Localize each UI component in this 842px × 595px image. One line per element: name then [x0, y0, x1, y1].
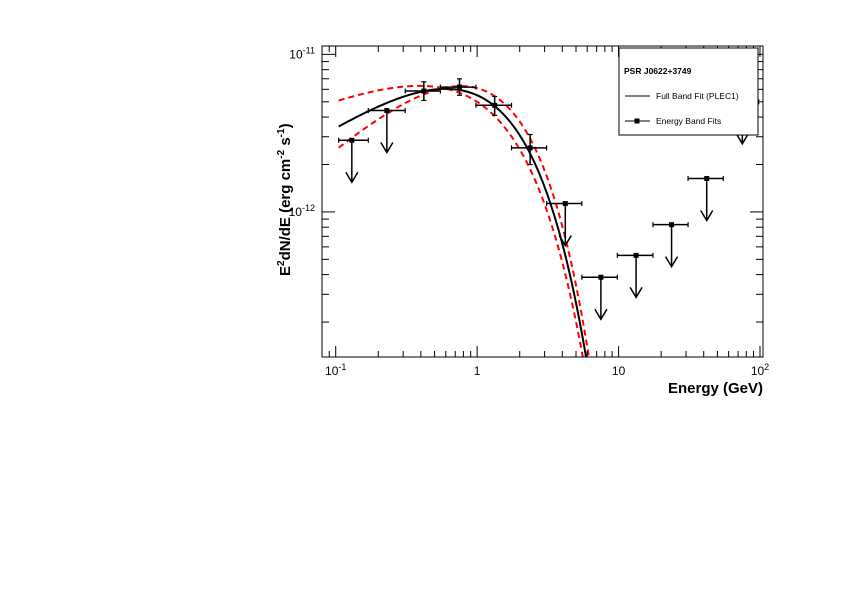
y-tick-label: 10-11: [289, 45, 315, 61]
legend: PSR J0622+3749 Full Band Fit (PLEC1) Ene…: [618, 47, 759, 136]
y-label-sup-2: -2: [276, 149, 287, 158]
upper-limit-point: [581, 274, 618, 321]
y-label-part-4: ): [277, 123, 294, 128]
data-point: [475, 95, 513, 116]
legend-square-marker: [634, 118, 640, 124]
upper-limit-arrow-head: [700, 210, 714, 222]
model-upper-bound-curve: [338, 85, 590, 357]
upper-limit-arrow-head: [594, 308, 608, 321]
square-marker: [421, 88, 427, 94]
upper-limit-arrow-head: [629, 286, 643, 299]
y-label-part-2: dN/dE (erg cm: [277, 159, 294, 261]
upper-limit-point: [652, 222, 689, 269]
axis-ticks: [321, 46, 763, 357]
x-tick-label: 102: [751, 362, 769, 378]
energy-band-points: [338, 78, 760, 321]
upper-limit-arrow-head: [735, 133, 749, 146]
upper-limit-arrow-head: [380, 142, 394, 154]
y-label-part-1: E: [277, 266, 294, 276]
legend-entry-energy-bands: Energy Band Fits: [656, 116, 721, 126]
upper-limit-point: [546, 201, 583, 248]
square-marker: [349, 137, 355, 143]
upper-limit-arrow-head: [664, 256, 679, 269]
square-marker: [598, 274, 604, 280]
y-label-sup-1: 2: [276, 260, 287, 266]
upper-limit-arrow-head: [345, 171, 359, 184]
legend-entry-full-band: Full Band Fit (PLEC1): [656, 91, 739, 101]
square-marker: [669, 222, 675, 228]
upper-limit-point: [616, 252, 654, 299]
square-marker: [562, 201, 568, 207]
y-label-part-3: s: [277, 137, 294, 150]
model-lower-bound-curve: [338, 84, 584, 357]
model-curves: [338, 84, 590, 357]
upper-limit-point: [338, 137, 369, 184]
square-marker: [704, 175, 710, 181]
x-tick-label: 1: [474, 364, 481, 378]
upper-limit-point: [367, 108, 406, 154]
data-point: [510, 133, 548, 166]
square-marker: [456, 84, 462, 90]
square-marker: [384, 108, 390, 114]
legend-title: PSR J0622+3749: [624, 66, 692, 76]
y-tick-label: 10-12: [289, 203, 315, 219]
data-point: [404, 81, 442, 102]
data-point: [439, 78, 477, 96]
y-label-sup-3: -1: [276, 128, 287, 137]
model-best-fit-curve: [338, 87, 588, 357]
square-marker: [633, 252, 639, 258]
x-axis-label: Energy (GeV): [668, 380, 763, 397]
x-tick-label: 10-1: [325, 362, 346, 378]
upper-limit-point: [687, 175, 724, 222]
upper-limit-arrow-head: [558, 235, 572, 248]
square-marker: [527, 145, 533, 151]
square-marker: [492, 102, 498, 108]
x-tick-label: 10: [612, 364, 626, 378]
y-axis-label: E2dN/dE (erg cm-2 s-1): [276, 123, 294, 276]
plot-frame: [321, 45, 764, 358]
